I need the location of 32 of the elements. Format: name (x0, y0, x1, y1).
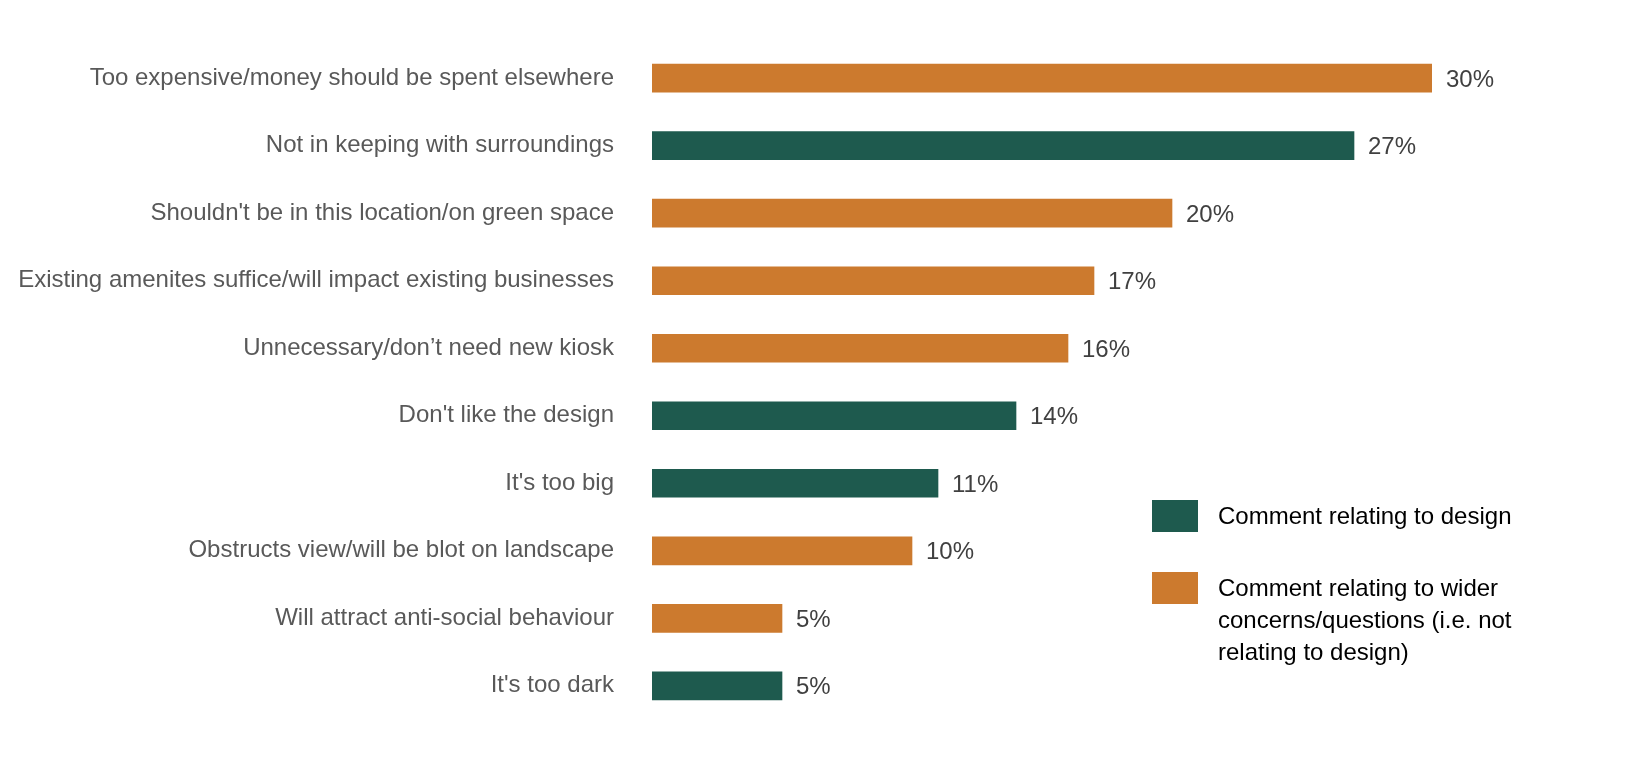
data-label: 5% (796, 604, 831, 632)
y-tick-label: It's too dark (490, 670, 615, 698)
y-tick-label: Will attract anti-social behaviour (275, 602, 614, 630)
data-label: 17% (1108, 267, 1157, 295)
bar (652, 536, 913, 566)
bar (652, 671, 783, 701)
bar (652, 266, 1095, 296)
data-label: 11% (952, 469, 999, 497)
legend-label: Comment relating to wider concerns/questions (i.e. not relating to design) (1218, 573, 1513, 667)
data-label: 16% (1082, 334, 1131, 362)
y-tick-label: Unnecessary/don’t need new kiosk (243, 332, 615, 360)
bar (652, 333, 1069, 363)
y-tick-label: Not in keeping with surroundings (265, 130, 614, 158)
bar (652, 468, 939, 498)
bar (652, 401, 1017, 431)
y-tick-label: Existing amenites suffice/will impact existing businesses (18, 265, 614, 293)
y-tick-label: It's too big (505, 467, 614, 495)
data-label: 5% (796, 672, 831, 700)
y-tick-label: Too expensive/money should be spent elsewhere (89, 62, 614, 90)
y-tick-label: Don't like the design (398, 400, 614, 428)
bar (652, 198, 1173, 228)
data-label: 27% (1368, 132, 1417, 160)
data-label: 20% (1186, 199, 1235, 227)
legend-label: Comment relating to design (1218, 501, 1513, 531)
bar (652, 63, 1432, 93)
y-tick-label: Obstructs view/will be blot on landscape (188, 535, 614, 563)
data-label: 14% (1030, 402, 1079, 430)
data-label: 30% (1446, 64, 1495, 92)
bar (652, 131, 1355, 161)
y-tick-label: Shouldn't be in this location/on green space (150, 197, 614, 225)
data-label: 10% (926, 537, 975, 565)
bar (652, 603, 783, 633)
